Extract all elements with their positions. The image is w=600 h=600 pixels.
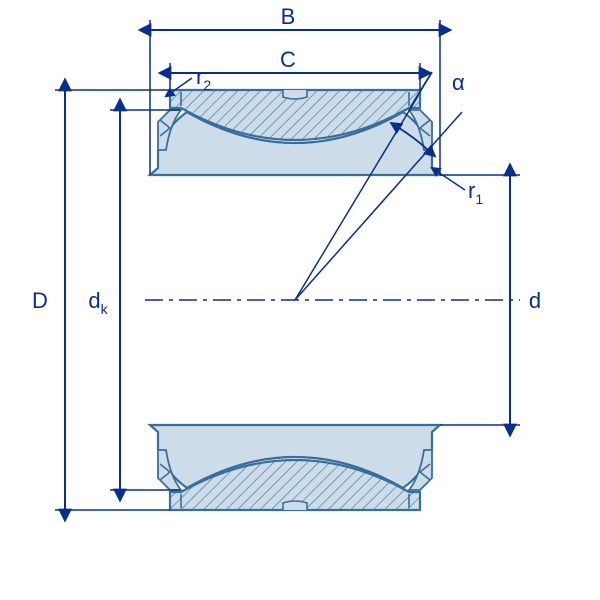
label-B: B xyxy=(281,4,296,29)
label-D: D xyxy=(32,288,48,313)
label-alpha: α xyxy=(452,70,465,95)
label-dk: dk xyxy=(88,288,108,317)
callout-r2: r2 xyxy=(172,64,211,93)
label-d: d xyxy=(529,288,541,313)
label-r1: r1 xyxy=(468,178,483,207)
label-r2: r2 xyxy=(196,64,211,93)
bearing-cross-section-diagram: α B C D dk d r1 r xyxy=(0,0,600,600)
callout-r1: r1 xyxy=(438,172,483,207)
label-C: C xyxy=(280,47,296,72)
